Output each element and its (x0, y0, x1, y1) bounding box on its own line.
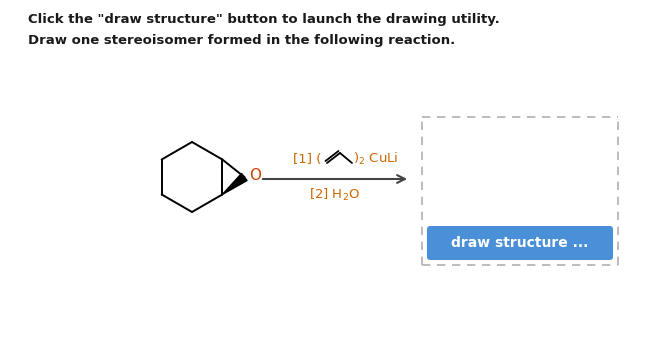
Polygon shape (222, 173, 247, 194)
Text: )$_2$ CuLi: )$_2$ CuLi (353, 151, 399, 167)
FancyBboxPatch shape (427, 226, 613, 260)
Text: [1] (: [1] ( (293, 152, 321, 165)
Text: draw structure ...: draw structure ... (452, 236, 589, 250)
Text: Draw one stereoisomer formed in the following reaction.: Draw one stereoisomer formed in the foll… (28, 34, 455, 47)
Text: [2] H$_2$O: [2] H$_2$O (309, 187, 360, 203)
Text: Click the "draw structure" button to launch the drawing utility.: Click the "draw structure" button to lau… (28, 13, 500, 26)
Text: O: O (249, 168, 262, 184)
